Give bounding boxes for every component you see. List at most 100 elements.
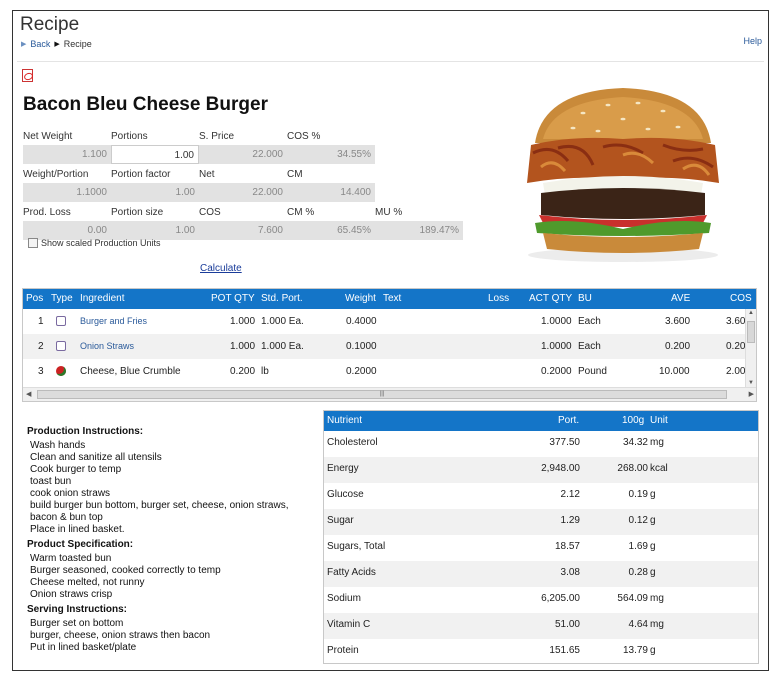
nutrient-name: Sugars, Total	[327, 541, 386, 552]
table-row[interactable]: 3 Cheese, Blue Crumble 0.200 lb 0.2000 0…	[23, 359, 756, 384]
s-price-value: 22.000	[199, 145, 287, 164]
nutrient-port: 2.12	[560, 489, 580, 500]
horizontal-scrollbar[interactable]: ◀ ||| ▶	[23, 387, 756, 401]
nutrient-name: Glucose	[327, 489, 364, 500]
col-nutrient[interactable]: Nutrient	[327, 415, 363, 426]
col-ave[interactable]: AVE	[671, 293, 691, 304]
mu-pct-value: 189.47%	[375, 221, 463, 240]
spec-line: Burger seasoned, cooked correctly to tem…	[30, 565, 221, 576]
col-weight[interactable]: Weight	[345, 293, 376, 304]
weight-portion-field: Weight/Portion 1.1000	[23, 169, 111, 202]
nutrient-port: 151.65	[549, 645, 580, 656]
nutrient-row: Glucose 2.12 0.19 g	[324, 483, 758, 509]
nutrient-100g: 0.28	[628, 567, 648, 578]
scroll-thumb[interactable]	[747, 321, 755, 343]
ingredients-table: Pos Type Ingredient POT QTY Std. Port. W…	[22, 288, 757, 402]
col-type[interactable]: Type	[51, 293, 73, 304]
nutrient-unit: g	[650, 541, 656, 552]
s-price-label: S. Price	[199, 131, 235, 142]
nutrient-unit: g	[650, 489, 656, 500]
cos-pct-field: COS % 34.55%	[287, 131, 375, 164]
portions-field: Portions 1.00	[111, 131, 199, 164]
nutrient-port: 2,948.00	[541, 463, 580, 474]
col-ingredient[interactable]: Ingredient	[80, 293, 125, 304]
col-pot-qty[interactable]: POT QTY	[211, 293, 255, 304]
nutrient-name: Fatty Acids	[327, 567, 376, 578]
col-act-qty[interactable]: ACT QTY	[529, 293, 573, 304]
instruction-line: bacon & bun top	[30, 512, 103, 523]
row-pos: 1	[38, 316, 44, 327]
scroll-thumb-horizontal[interactable]: |||	[37, 390, 727, 399]
row-pot-qty: 1.000	[230, 316, 256, 327]
portions-input[interactable]: 1.00	[111, 145, 199, 164]
subrecipe-icon	[56, 309, 66, 336]
col-loss[interactable]: Loss	[488, 293, 510, 304]
cos-field: COS 7.600	[199, 207, 287, 240]
col-std-port[interactable]: Std. Port.	[261, 293, 303, 304]
nutrients-table-header: Nutrient Port. 100g Unit	[324, 411, 758, 431]
col-text[interactable]: Text	[383, 293, 402, 304]
table-row[interactable]: 1 Burger and Fries 1.000 1.000 Ea. 0.400…	[23, 309, 756, 336]
scroll-left-icon[interactable]: ◀	[26, 391, 32, 398]
nutrient-name: Energy	[327, 463, 359, 474]
show-scaled-toggle[interactable]: Show scaled Production Units	[28, 238, 161, 248]
col-port[interactable]: Port.	[558, 415, 580, 426]
row-cos: 3.600	[726, 316, 752, 327]
calculate-link[interactable]: Calculate	[200, 263, 242, 274]
row-act-qty: 1.0000	[541, 316, 572, 327]
ingredient-name: Cheese, Blue Crumble	[80, 366, 181, 377]
col-unit[interactable]: Unit	[650, 415, 668, 426]
nutrient-port: 377.50	[549, 437, 580, 448]
row-act-qty: 0.2000	[541, 366, 572, 377]
net-weight-label: Net Weight	[23, 131, 73, 142]
instruction-line: build burger bun bottom, burger set, che…	[30, 500, 289, 511]
show-scaled-checkbox[interactable]	[28, 238, 38, 248]
serving-line: Put in lined basket/plate	[30, 642, 137, 653]
production-title: Production Instructions:	[27, 426, 144, 437]
vertical-scrollbar[interactable]: ▲ ▼	[745, 309, 756, 387]
cos-pct-value: 34.55%	[287, 145, 375, 164]
scroll-up-icon[interactable]: ▲	[748, 310, 754, 316]
instruction-line: Place in lined basket.	[30, 524, 125, 535]
cm-label: CM	[287, 169, 303, 180]
help-link[interactable]: Help	[743, 36, 762, 46]
table-row[interactable]: 2 Onion Straws 1.000 1.000 Ea. 0.1000 1.…	[23, 334, 756, 361]
subrecipe-icon	[56, 334, 66, 361]
mu-pct-label: MU %	[375, 207, 403, 218]
col-cos[interactable]: COS	[730, 293, 752, 304]
cm-pct-field: CM % 65.45%	[287, 207, 375, 240]
instruction-line: cook onion straws	[30, 488, 111, 499]
pdf-icon[interactable]	[22, 69, 33, 82]
portion-size-field: Portion size 1.00	[111, 207, 199, 240]
spec-line: Onion straws crisp	[30, 589, 113, 600]
cm-pct-label: CM %	[287, 207, 315, 218]
row-std-port: lb	[261, 366, 269, 377]
instruction-line: Cook burger to temp	[30, 464, 122, 475]
scroll-down-icon[interactable]: ▼	[748, 380, 754, 386]
ingredient-link[interactable]: Onion Straws	[80, 341, 135, 351]
cm-pct-value: 65.45%	[287, 221, 375, 240]
col-pos[interactable]: Pos	[26, 293, 44, 304]
back-link[interactable]: Back	[30, 39, 51, 49]
serving-title: Serving Instructions:	[27, 604, 128, 615]
nutrient-unit: mg	[650, 619, 664, 630]
nutrient-row: Protein 151.65 13.79 g	[324, 639, 758, 663]
spec-line: Warm toasted bun	[30, 553, 112, 564]
spec-line: Cheese melted, not runny	[30, 577, 145, 588]
nutrient-name: Sodium	[327, 593, 361, 604]
col-100g[interactable]: 100g	[622, 415, 645, 426]
net-value: 22.000	[199, 183, 287, 202]
scroll-right-icon[interactable]: ▶	[748, 391, 754, 398]
prod-loss-value: 0.00	[23, 221, 111, 240]
row-bu: Each	[578, 316, 601, 327]
nutrient-port: 18.57	[554, 541, 580, 552]
nutrient-100g: 1.69	[628, 541, 648, 552]
ingredient-link[interactable]: Burger and Fries	[80, 316, 148, 326]
net-weight-field: Net Weight 1.100	[23, 131, 111, 164]
recipe-name: Bacon Bleu Cheese Burger	[23, 94, 268, 115]
col-bu[interactable]: BU	[578, 293, 592, 304]
serving-line: Burger set on bottom	[30, 618, 124, 629]
nutrient-name: Sugar	[327, 515, 354, 526]
row-bu: Each	[578, 341, 601, 352]
nutrient-unit: g	[650, 567, 656, 578]
